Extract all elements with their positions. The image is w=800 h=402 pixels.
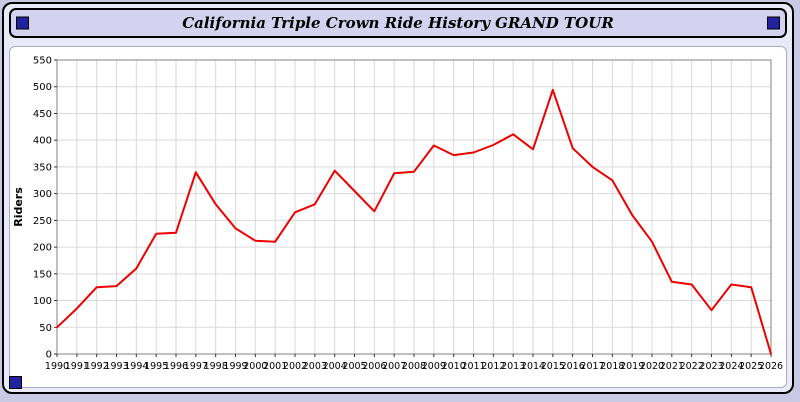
riders-series-line [56,88,772,355]
x-tick-label: 2008 [402,361,426,372]
page-title: California Triple Crown Ride History GRA… [182,14,614,32]
x-tick-label: 2006 [362,361,386,372]
ride-history-line-chart: 0501001502002503003504004505005501990199… [12,56,783,373]
x-tick-label: 2002 [283,361,307,372]
y-tick-label: 200 [33,243,52,254]
x-tick-label: 2024 [719,361,743,372]
x-tick-label: 2017 [580,361,604,372]
x-tick-label: 1996 [164,361,188,372]
y-tick-label: 400 [33,136,52,147]
x-tick-label: 2005 [342,361,366,372]
x-tick-label: 1999 [223,361,247,372]
x-tick-label: 2009 [422,361,446,372]
x-tick-label: 2021 [660,361,684,372]
y-axis-title: Riders [12,187,25,227]
x-tick-label: 2026 [759,361,783,372]
x-tick-label: 2018 [600,361,624,372]
x-tick-label: 1990 [45,361,69,372]
x-tick-label: 2007 [382,361,406,372]
x-tick-label: 2022 [680,361,704,372]
y-tick-label: 500 [33,82,52,93]
y-tick-label: 150 [33,269,52,280]
x-tick-label: 2010 [442,361,466,372]
title-bar-accent-left [16,16,29,30]
x-tick-label: 2023 [699,361,723,372]
x-tick-label: 1991 [65,361,89,372]
x-tick-label: 1992 [85,361,109,372]
y-tick-label: 350 [33,162,52,173]
y-tick-label: 250 [33,216,52,227]
title-bar-accent-right [767,16,780,30]
y-tick-label: 450 [33,109,52,120]
y-tick-label: 550 [33,56,52,67]
y-tick-label: 300 [33,189,52,200]
x-tick-label: 2016 [561,361,585,372]
x-tick-label: 2014 [521,361,545,372]
page: California Triple Crown Ride History GRA… [2,2,794,394]
x-tick-label: 1995 [144,361,168,372]
x-tick-label: 2004 [323,361,347,372]
y-tick-label: 0 [46,350,52,361]
x-tick-label: 2001 [263,361,287,372]
x-tick-label: 2013 [501,361,525,372]
title-bar: California Triple Crown Ride History GRA… [9,8,787,38]
x-tick-label: 2012 [481,361,505,372]
x-tick-label: 1994 [124,361,148,372]
x-tick-label: 2000 [243,361,267,372]
x-tick-label: 2003 [303,361,327,372]
x-tick-label: 2015 [541,361,565,372]
x-tick-label: 2019 [620,361,644,372]
chart-panel: 0 50 100 150 200 250 300 350 400 450 500 550 1990 199… [9,46,787,388]
x-tick-label: 1993 [104,361,128,372]
x-tick-label: 1998 [204,361,228,372]
x-tick-label: 2020 [640,361,664,372]
y-tick-label: 100 [33,296,52,307]
y-tick-label: 50 [39,323,52,334]
footer-accent-square [9,376,22,389]
x-tick-label: 1997 [184,361,208,372]
x-tick-label: 2025 [739,361,763,372]
x-tick-label: 2011 [461,361,485,372]
